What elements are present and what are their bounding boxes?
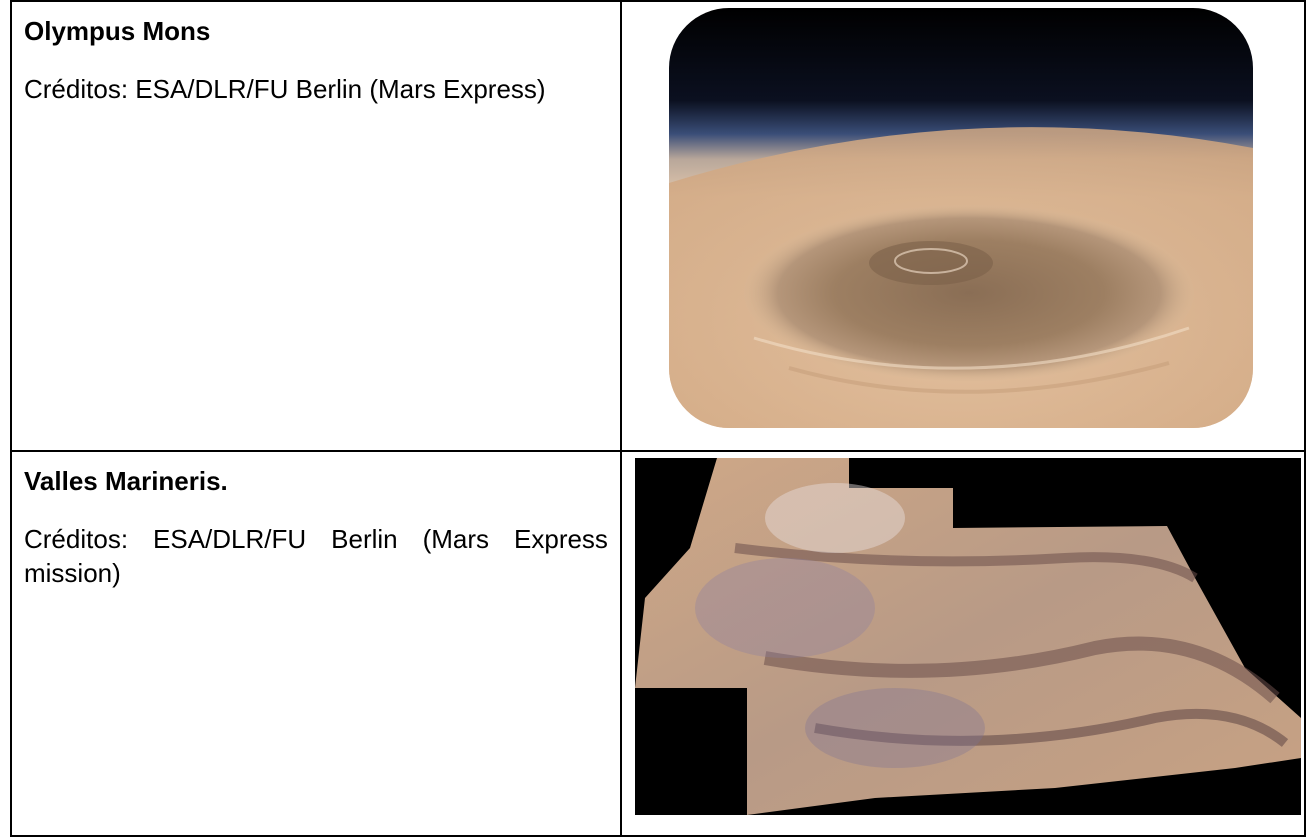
image-cell	[619, 0, 1306, 452]
text-cell: Valles Marineris. Créditos: ESA/DLR/FU B…	[10, 450, 622, 837]
olympus-mons-photo	[668, 8, 1253, 428]
table-row: Olympus Mons Créditos: ESA/DLR/FU Berlin…	[10, 0, 1306, 452]
text-cell: Olympus Mons Créditos: ESA/DLR/FU Berlin…	[10, 0, 622, 452]
row-credits: Créditos: ESA/DLR/FU Berlin (Mars Expres…	[24, 74, 546, 104]
row-title: Valles Marineris.	[24, 466, 228, 496]
image-cell	[619, 450, 1306, 837]
row-title: Olympus Mons	[24, 16, 211, 46]
row-credits: Créditos: ESA/DLR/FU Berlin (Mars Expres…	[24, 524, 608, 588]
document-table: Olympus Mons Créditos: ESA/DLR/FU Berlin…	[10, 0, 1306, 837]
table-row: Valles Marineris. Créditos: ESA/DLR/FU B…	[10, 450, 1306, 837]
valles-marineris-photo	[634, 458, 1301, 815]
